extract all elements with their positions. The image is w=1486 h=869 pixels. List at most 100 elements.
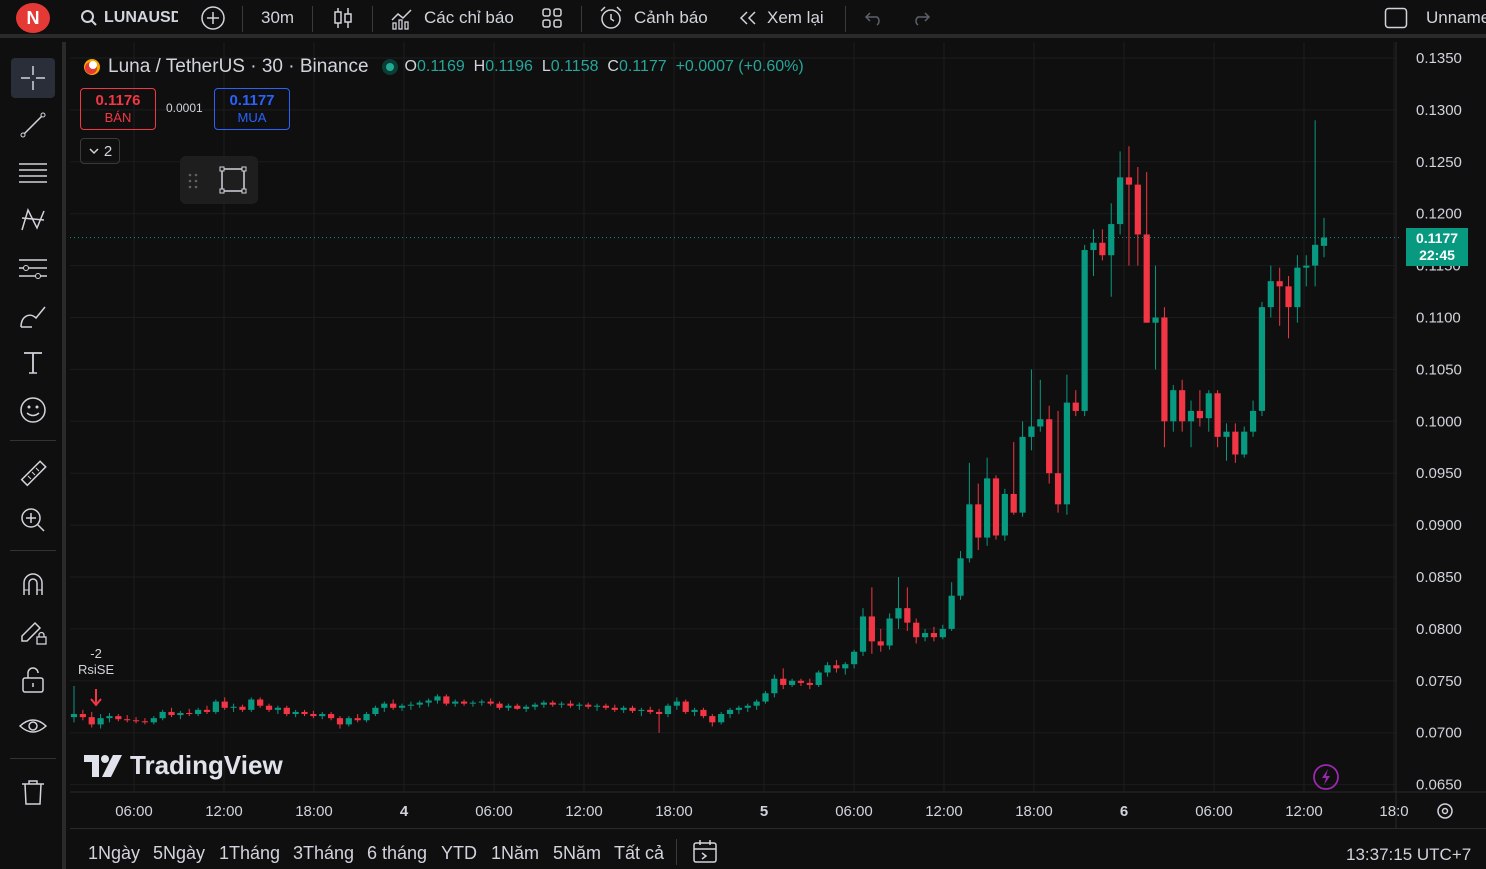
candle[interactable] (1187, 400, 1195, 448)
candle[interactable] (434, 694, 441, 704)
clock-timezone[interactable]: 13:37:15 UTC+7 (1346, 845, 1472, 864)
candle[interactable] (1214, 390, 1221, 448)
alerts-button[interactable]: Cảnh báo (598, 0, 708, 36)
candle[interactable] (390, 699, 397, 710)
layouts-button[interactable] (541, 0, 563, 36)
candle[interactable] (478, 699, 485, 706)
floating-drawing-panel[interactable] (180, 156, 258, 204)
candle[interactable] (79, 709, 86, 721)
candle[interactable] (886, 613, 893, 650)
candle[interactable] (487, 698, 494, 706)
candle[interactable] (1170, 384, 1177, 432)
candle[interactable] (797, 678, 805, 686)
candle[interactable] (1285, 275, 1292, 339)
candle[interactable] (647, 706, 654, 715)
candle[interactable] (1081, 244, 1088, 417)
candle[interactable] (1179, 379, 1186, 432)
range-3m-button[interactable]: 3Tháng (293, 843, 355, 863)
candle[interactable] (150, 716, 157, 725)
candle[interactable] (398, 703, 406, 711)
candle[interactable] (505, 703, 512, 711)
candle[interactable] (212, 699, 219, 715)
candle[interactable] (726, 707, 734, 719)
candle[interactable] (1010, 442, 1017, 515)
candle[interactable] (132, 717, 140, 724)
candle[interactable] (1125, 146, 1133, 266)
replay-button[interactable]: Xem lại (737, 0, 824, 36)
candle[interactable] (70, 685, 78, 723)
candle[interactable] (611, 704, 618, 712)
range-all-button[interactable]: Tất cả (614, 843, 665, 863)
candle[interactable] (833, 660, 840, 673)
candle[interactable] (620, 705, 627, 713)
candle[interactable] (1312, 120, 1319, 287)
candle[interactable] (913, 618, 920, 644)
keep-drawing-tool[interactable] (11, 612, 55, 652)
candle[interactable] (1134, 166, 1141, 266)
magnet-tool[interactable] (11, 564, 55, 604)
candle[interactable] (354, 714, 361, 723)
candle[interactable] (310, 710, 317, 719)
candle[interactable] (585, 702, 592, 709)
candle[interactable] (930, 626, 938, 642)
candle[interactable] (629, 705, 636, 713)
fib-tool[interactable] (11, 153, 55, 193)
candle[interactable] (159, 709, 166, 721)
candle[interactable] (540, 700, 547, 708)
candle[interactable] (363, 711, 370, 723)
candle[interactable] (292, 709, 299, 718)
candle[interactable] (1046, 405, 1053, 484)
candle[interactable] (221, 697, 228, 710)
candle[interactable] (984, 457, 991, 546)
candle[interactable] (1028, 369, 1035, 451)
interval-button[interactable]: 30m (261, 8, 295, 27)
chart-pane[interactable]: 0.1350 0.1300 0.1250 0.1200 0.1150 0.1100 0.10… (70, 42, 1486, 828)
candle[interactable] (452, 699, 459, 707)
candle[interactable] (265, 703, 273, 712)
candle[interactable] (124, 715, 131, 723)
lightning-icon[interactable] (1312, 763, 1340, 791)
symbol-title[interactable]: Luna / TetherUS · 30 · Binance (108, 56, 369, 77)
candle[interactable] (115, 714, 122, 722)
candle[interactable] (735, 705, 742, 715)
candle[interactable] (602, 703, 610, 710)
candle[interactable] (558, 701, 565, 708)
candle[interactable] (1161, 307, 1168, 448)
candle[interactable] (700, 707, 707, 719)
candle[interactable] (656, 708, 663, 733)
crosshair-tool[interactable] (11, 58, 55, 98)
candle[interactable] (381, 701, 388, 712)
price-chart[interactable]: 0.13500.13000.12500.12000.11500.11000.10… (70, 42, 1486, 828)
compare-symbol-button[interactable] (200, 0, 226, 36)
emoji-tool[interactable] (11, 390, 55, 430)
candle[interactable] (895, 577, 902, 629)
range-ytd-button[interactable]: YTD (441, 843, 477, 863)
indicators-button[interactable]: Các chỉ báo (390, 0, 514, 36)
candle[interactable] (859, 608, 867, 656)
candle[interactable] (257, 697, 264, 708)
candle[interactable] (523, 704, 530, 712)
candle[interactable] (460, 699, 468, 706)
range-1m-button[interactable]: 1Tháng (219, 843, 281, 863)
indicators-collapse-button[interactable]: 2 (80, 138, 120, 164)
candle[interactable] (824, 662, 831, 677)
candle[interactable] (691, 707, 698, 717)
candle[interactable] (576, 702, 583, 710)
range-6m-button[interactable]: 6 tháng (367, 843, 428, 863)
candle[interactable] (638, 707, 645, 717)
candle[interactable] (177, 710, 184, 720)
candle[interactable] (904, 587, 911, 631)
candle[interactable] (1019, 421, 1026, 517)
candle[interactable] (939, 624, 946, 640)
candle[interactable] (762, 691, 769, 704)
candle[interactable] (1320, 217, 1328, 258)
range-1y-button[interactable]: 1Năm (491, 843, 540, 863)
candle[interactable] (1063, 374, 1071, 515)
sell-button[interactable]: 0.1176 BÁN (80, 88, 156, 130)
candle[interactable] (1099, 229, 1106, 261)
candle[interactable] (877, 628, 884, 652)
drag-handle-icon[interactable] (188, 172, 198, 190)
lock-drawings-tool[interactable] (11, 660, 55, 700)
redo-button[interactable] (911, 0, 931, 36)
candle[interactable] (975, 483, 982, 551)
